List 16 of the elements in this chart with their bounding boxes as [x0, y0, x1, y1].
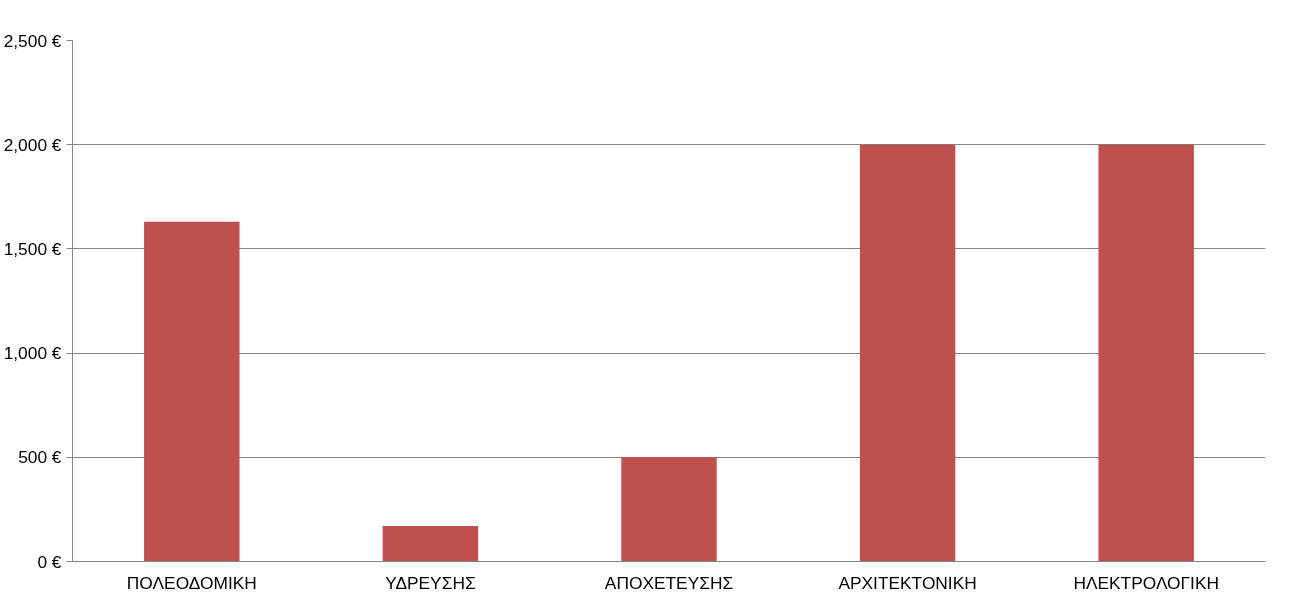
- bar: [1098, 144, 1194, 562]
- bar: [382, 526, 479, 562]
- x-tick-label: ΑΠΟΧΕΤΕΥΣΗΣ: [604, 572, 734, 593]
- y-tick-label: 2,500 €: [3, 30, 62, 51]
- y-tick-label: 0 €: [37, 551, 62, 572]
- x-tick-label: ΗΛΕΚΤΡΟΛΟΓΙΚΗ: [1073, 572, 1220, 593]
- x-tick-label: ΑΡΧΙΤΕΚΤΟΝΙΚΗ: [838, 572, 977, 593]
- y-tick-label: 500 €: [18, 447, 62, 468]
- bar: [144, 221, 240, 562]
- y-tick-label: 1,000 €: [3, 343, 62, 364]
- bar: [859, 144, 956, 562]
- y-tick-label: 1,500 €: [3, 238, 62, 259]
- x-tick-label: ΥΔΡΕΥΣΗΣ: [385, 572, 476, 593]
- x-tick-label: ΠΟΛΕΟΔΟΜΙΚΗ: [126, 572, 257, 593]
- y-tick-label: 2,000 €: [3, 134, 62, 155]
- bar: [621, 457, 717, 562]
